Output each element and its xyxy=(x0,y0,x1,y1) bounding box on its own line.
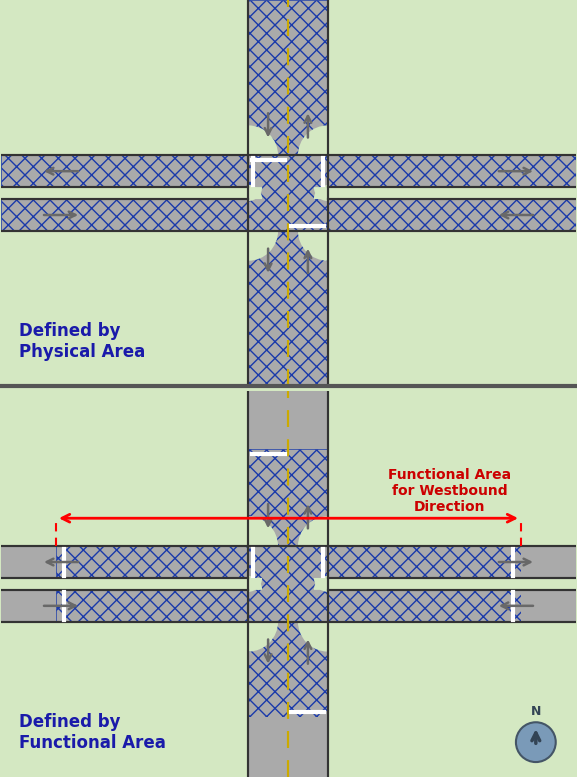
Wedge shape xyxy=(248,231,278,261)
Bar xyxy=(1,187,248,199)
Wedge shape xyxy=(298,622,328,652)
Circle shape xyxy=(516,723,556,762)
Wedge shape xyxy=(314,578,328,592)
Wedge shape xyxy=(314,576,328,590)
Bar xyxy=(521,590,576,622)
Bar xyxy=(1,199,248,231)
Wedge shape xyxy=(314,185,328,199)
Wedge shape xyxy=(248,185,262,199)
Bar xyxy=(1,578,248,590)
Bar xyxy=(328,199,576,231)
Bar xyxy=(328,187,576,199)
Wedge shape xyxy=(248,622,278,652)
Bar xyxy=(56,546,248,578)
Wedge shape xyxy=(248,622,278,652)
Wedge shape xyxy=(248,576,262,590)
Bar xyxy=(1,590,576,622)
Text: Defined by
Physical Area: Defined by Physical Area xyxy=(19,322,145,361)
Wedge shape xyxy=(248,578,262,592)
Wedge shape xyxy=(298,125,328,155)
Bar xyxy=(248,622,328,717)
Bar xyxy=(328,578,576,590)
Bar xyxy=(248,391,328,448)
Wedge shape xyxy=(298,622,328,652)
Bar xyxy=(328,155,576,187)
Bar xyxy=(1,578,248,590)
Bar xyxy=(56,590,248,622)
Wedge shape xyxy=(298,125,328,155)
Wedge shape xyxy=(248,185,262,199)
Bar xyxy=(328,0,576,155)
Bar xyxy=(328,590,521,622)
Bar xyxy=(248,448,328,546)
Wedge shape xyxy=(298,516,328,546)
Wedge shape xyxy=(248,231,278,261)
Bar xyxy=(248,717,328,777)
Wedge shape xyxy=(314,187,328,201)
Bar xyxy=(248,546,328,622)
Wedge shape xyxy=(298,231,328,261)
Wedge shape xyxy=(314,576,328,590)
Wedge shape xyxy=(314,578,328,592)
Text: Defined by
Functional Area: Defined by Functional Area xyxy=(19,713,166,752)
Bar xyxy=(521,546,576,578)
Bar xyxy=(248,0,328,155)
Bar xyxy=(248,155,328,231)
Text: N: N xyxy=(531,706,541,718)
Bar xyxy=(248,391,328,777)
Wedge shape xyxy=(298,231,328,261)
Wedge shape xyxy=(248,576,262,590)
Bar xyxy=(1,231,248,386)
Bar xyxy=(1,187,248,199)
Bar xyxy=(1,155,576,187)
Bar xyxy=(1,0,248,155)
Bar xyxy=(328,578,576,590)
Bar xyxy=(328,187,576,199)
Wedge shape xyxy=(248,187,262,201)
Wedge shape xyxy=(248,187,262,201)
Wedge shape xyxy=(248,125,278,155)
Wedge shape xyxy=(248,516,278,546)
Text: Functional Area
for Westbound
Direction: Functional Area for Westbound Direction xyxy=(388,468,511,514)
Bar xyxy=(1,546,56,578)
Wedge shape xyxy=(248,578,262,592)
Bar xyxy=(1,199,576,231)
Bar xyxy=(328,231,576,386)
Wedge shape xyxy=(314,185,328,199)
Bar xyxy=(248,0,328,386)
Wedge shape xyxy=(248,516,278,546)
Wedge shape xyxy=(248,125,278,155)
Bar xyxy=(1,546,576,578)
Bar xyxy=(328,546,521,578)
Wedge shape xyxy=(298,516,328,546)
Bar xyxy=(1,590,56,622)
Bar xyxy=(1,155,248,187)
Wedge shape xyxy=(314,187,328,201)
Bar xyxy=(248,231,328,386)
